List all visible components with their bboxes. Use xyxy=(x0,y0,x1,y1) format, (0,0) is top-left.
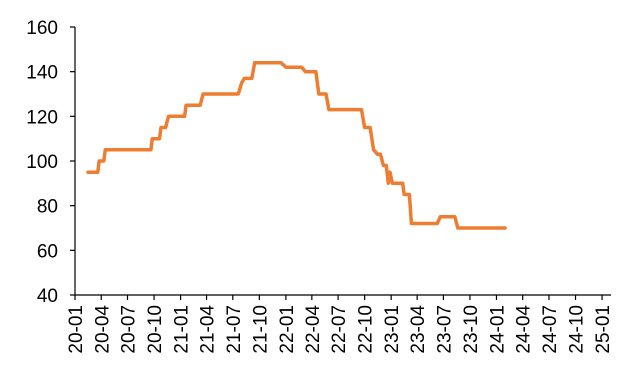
y-tick-label: 120 xyxy=(26,107,58,128)
y-tick-label: 60 xyxy=(37,241,58,262)
x-tick-label: 24-07 xyxy=(540,305,561,354)
x-axis-tick-marks xyxy=(74,295,603,300)
x-tick-label: 25-01 xyxy=(593,305,614,354)
x-tick-label: 23-10 xyxy=(461,305,482,354)
x-axis-tick-labels: 20-01 20-04 20-07 20-10 21-01 21-04 21-07 21-10… xyxy=(66,305,614,354)
x-tick-label: 20-04 xyxy=(92,305,113,354)
x-tick-label: 21-01 xyxy=(172,305,193,354)
x-tick-label: 23-07 xyxy=(434,305,455,354)
x-tick-label: 21-10 xyxy=(250,305,271,354)
x-tick-label: 20-10 xyxy=(145,305,166,354)
x-tick-label: 20-01 xyxy=(66,305,87,354)
x-tick-label: 24-01 xyxy=(487,305,508,354)
y-tick-label: 100 xyxy=(26,152,58,173)
x-tick-label: 24-10 xyxy=(567,305,588,354)
x-tick-label: 21-07 xyxy=(224,305,245,354)
x-tick-label: 24-04 xyxy=(514,305,535,354)
x-tick-label: 22-10 xyxy=(356,305,377,354)
x-tick-label: 23-04 xyxy=(408,305,429,354)
x-tick-label: 23-01 xyxy=(382,305,403,354)
x-tick-label: 22-07 xyxy=(329,305,350,354)
y-tick-label: 80 xyxy=(37,197,58,218)
series-line xyxy=(86,60,507,230)
x-tick-label: 21-04 xyxy=(198,305,219,354)
x-tick-label: 20-07 xyxy=(119,305,140,354)
series-layer xyxy=(86,60,507,230)
y-tick-label: 140 xyxy=(26,63,58,84)
y-axis-tick-marks xyxy=(70,26,75,296)
x-tick-label: 22-04 xyxy=(303,305,324,354)
y-axis-tick-labels: 40 60 80 100 120 140 160 xyxy=(26,18,58,307)
y-tick-label: 40 xyxy=(37,286,58,307)
x-tick-label: 22-01 xyxy=(277,305,298,354)
y-tick-label: 160 xyxy=(26,18,58,39)
